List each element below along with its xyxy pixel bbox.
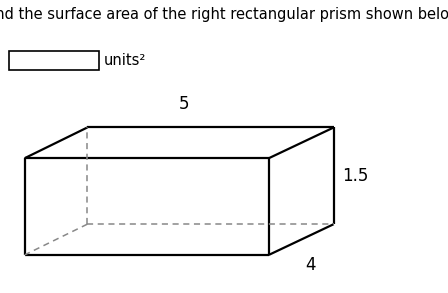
Text: units²: units² (104, 53, 146, 68)
Text: 5: 5 (178, 95, 189, 113)
Text: Find the surface area of the right rectangular prism shown below.: Find the surface area of the right recta… (0, 7, 448, 22)
Bar (9, 51, 99, 70)
Text: 1.5: 1.5 (342, 167, 368, 185)
Text: 4: 4 (305, 255, 315, 274)
